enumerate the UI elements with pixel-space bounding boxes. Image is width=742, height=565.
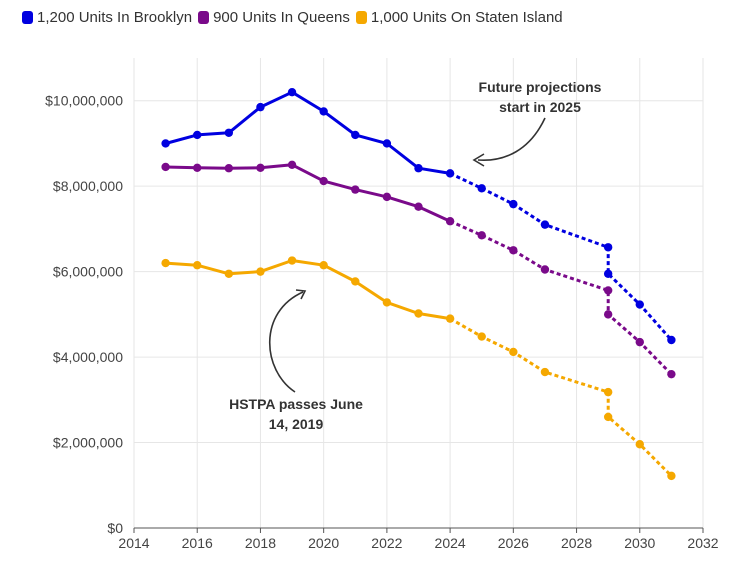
hstpa-annotation-line-2: 14, 2019	[269, 416, 324, 432]
y-tick-label: $4,000,000	[53, 349, 123, 365]
y-tick-label: $2,000,000	[53, 435, 123, 451]
data-point	[382, 139, 392, 148]
data-point	[287, 160, 297, 170]
data-point	[667, 335, 676, 345]
legend-label: 1,000 Units On Staten Island	[370, 9, 563, 26]
data-point	[414, 309, 423, 318]
legend-swatch	[355, 11, 367, 24]
x-tick-label: 2020	[308, 535, 339, 551]
data-point	[445, 169, 455, 178]
data-point	[540, 367, 550, 377]
projection-arrow-head	[472, 153, 485, 167]
hstpa-annotation-line-1: HSTPA passes June	[229, 396, 363, 412]
data-point	[414, 202, 423, 211]
data-point	[509, 246, 518, 255]
x-tick-label: 2026	[498, 535, 529, 551]
legend-swatch	[198, 11, 210, 24]
grid	[133, 58, 704, 529]
data-point	[224, 269, 234, 278]
axes: 2014 2016 2018 2020 2022 2024 2026 2028 2030 2032…	[45, 93, 719, 551]
x-tick-label: 2014	[118, 535, 149, 551]
x-tick-label: 2028	[561, 535, 592, 551]
legend-item: 1,000 Units On Staten Island	[355, 9, 563, 26]
series-line-historical	[165, 259, 451, 321]
data-point	[635, 337, 644, 347]
x-tick-label: 2032	[687, 535, 718, 551]
data-point	[224, 164, 234, 173]
hstpa-arrow-head	[295, 289, 307, 300]
data-point	[540, 220, 550, 229]
data-point	[193, 163, 202, 173]
legend-item: 1,200 Units In Brooklyn	[22, 9, 192, 26]
data-point	[351, 277, 360, 286]
data-point	[193, 261, 202, 270]
data-point	[603, 243, 613, 252]
data-point	[319, 107, 328, 116]
series-line-projection	[449, 317, 673, 477]
series-line-projection	[449, 219, 673, 376]
data-point	[635, 440, 644, 449]
data-point	[667, 369, 676, 379]
data-point	[161, 258, 170, 268]
data-point	[287, 256, 297, 265]
data-point	[477, 231, 486, 240]
data-point	[414, 164, 423, 173]
data-point	[509, 199, 518, 209]
data-point	[603, 387, 613, 397]
data-point	[319, 261, 328, 270]
data-point	[635, 300, 644, 309]
series-lines	[165, 90, 673, 477]
data-point	[256, 163, 265, 173]
data-point	[382, 192, 392, 202]
projection-annotation-line-2: start in 2025	[499, 99, 581, 115]
y-tick-label: $10,000,000	[45, 93, 123, 109]
legend-label: 1,200 Units In Brooklyn	[37, 9, 193, 26]
data-point	[509, 347, 518, 357]
hstpa-arrow	[269, 291, 304, 393]
series-line-historical	[165, 163, 451, 223]
legend-label: 900 Units In Queens	[213, 9, 350, 26]
data-point	[445, 314, 455, 323]
y-tick-label: $6,000,000	[53, 264, 123, 280]
x-tick-label: 2022	[371, 535, 402, 551]
series-line-historical	[165, 90, 451, 175]
data-point	[445, 217, 455, 226]
legend-swatch	[22, 11, 33, 24]
x-tick-label: 2024	[435, 535, 466, 551]
data-point	[351, 130, 360, 140]
data-point	[287, 87, 297, 97]
data-point	[477, 332, 486, 341]
data-point	[193, 130, 202, 140]
x-tick-label: 2016	[182, 535, 213, 551]
data-point	[224, 128, 234, 137]
y-tick-label: $0	[107, 520, 123, 536]
data-point	[477, 184, 486, 193]
x-tick-label: 2018	[245, 535, 276, 551]
data-point	[667, 471, 676, 481]
data-point	[161, 162, 170, 172]
legend: 1,200 Units In Brooklyn 900 Units In Quee…	[22, 9, 569, 26]
data-point	[382, 298, 392, 307]
series-points	[161, 87, 676, 481]
projection-arrow	[477, 117, 546, 161]
data-point	[603, 286, 613, 295]
data-point	[256, 102, 265, 112]
series-line-projection	[449, 172, 673, 341]
data-point	[603, 269, 613, 278]
data-point	[319, 176, 328, 186]
y-tick-label: $8,000,000	[53, 178, 123, 194]
data-point	[161, 139, 170, 148]
data-point	[603, 310, 613, 319]
legend-item: 900 Units In Queens	[198, 9, 350, 26]
data-point	[540, 265, 550, 274]
data-point	[351, 185, 360, 194]
projection-annotation-line-1: Future projections	[479, 79, 602, 95]
annotations: Future projections start in 2025 HSTPA p…	[229, 79, 602, 432]
x-tick-label: 2030	[624, 535, 655, 551]
data-point	[256, 267, 265, 276]
data-point	[603, 412, 613, 422]
